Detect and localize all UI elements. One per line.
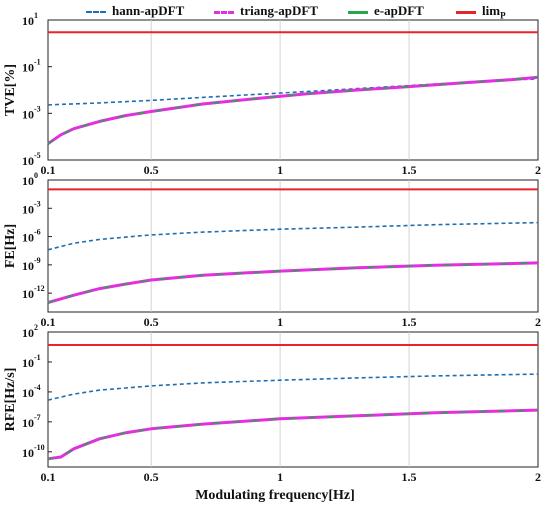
x-tick-label-0-3: 1.5 — [402, 163, 417, 177]
y-axis-label-1: FE[Hz] — [3, 224, 18, 268]
series-line-2-e-apDFT — [47, 409, 539, 460]
series-line-1-triang-apDFT — [47, 261, 539, 305]
legend-item-hann: hann-apDFT — [86, 3, 184, 19]
legend-item-lim: limP — [456, 3, 506, 21]
y-tick-exp-1-0: 0 — [34, 171, 38, 180]
y-tick-label-2-3: 10 — [22, 416, 34, 430]
legend-label-e: e-apDFT — [374, 3, 424, 18]
series-line-2-hann-apDFT — [47, 373, 539, 401]
x-tick-label-0-0: 0.1 — [41, 163, 56, 177]
legend-swatch-lim — [456, 10, 476, 14]
y-tick-label-0-3: 10 — [22, 14, 34, 28]
x-tick-label-0-2: 1 — [277, 163, 283, 177]
legend-item-e: e-apDFT — [348, 3, 424, 19]
legend-label-hann: hann-apDFT — [112, 3, 185, 18]
y-tick-exp-0-2: -1 — [34, 58, 41, 67]
legend-swatch-hann — [86, 11, 106, 14]
y-tick-exp-1-2: -6 — [34, 228, 41, 237]
y-tick-label-1-1: 10 — [22, 202, 34, 216]
series-line-0-e-apDFT — [47, 76, 539, 145]
x-tick-label-0-1: 0.5 — [144, 163, 159, 177]
y-tick-label-1-3: 10 — [22, 259, 34, 273]
y-tick-exp-1-1: -3 — [34, 199, 41, 208]
x-axis-label: Modulating frequency[Hz] — [195, 488, 355, 503]
y-axis-label-2: RFE[Hz/s] — [3, 368, 18, 432]
series-line-1-e-apDFT — [47, 262, 539, 304]
x-tick-label-1-0: 0.1 — [41, 315, 56, 329]
y-tick-label-0-1: 10 — [22, 107, 34, 121]
y-tick-exp-0-0: -5 — [34, 151, 41, 160]
y-tick-label-2-1: 10 — [22, 356, 34, 370]
y-tick-exp-0-1: -3 — [34, 104, 41, 113]
x-tick-label-1-3: 1.5 — [402, 315, 417, 329]
series-line-0-triang-apDFT — [47, 75, 539, 145]
y-tick-exp-1-3: -9 — [34, 256, 41, 265]
y-tick-exp-2-3: -7 — [34, 413, 41, 422]
y-tick-label-0-0: 10 — [22, 154, 34, 168]
plot-frame-1 — [47, 179, 539, 313]
y-tick-exp-2-0: 2 — [34, 323, 38, 332]
y-tick-exp-0-3: 1 — [34, 11, 38, 20]
y-tick-exp-2-2: -4 — [34, 383, 41, 392]
legend-label-lim: lim — [482, 3, 501, 18]
x-tick-label-1-1: 0.5 — [144, 315, 159, 329]
x-tick-label-0-4: 2 — [535, 163, 541, 177]
x-tick-label-2-4: 2 — [535, 470, 541, 484]
x-tick-label-2-0: 0.1 — [41, 470, 56, 484]
y-tick-label-0-2: 10 — [22, 61, 34, 75]
legend-label-triang: triang-apDFT — [240, 3, 318, 18]
y-tick-label-1-0: 10 — [22, 174, 34, 188]
y-tick-label-2-2: 10 — [22, 386, 34, 400]
legend-label-lim-sub: P — [500, 10, 506, 21]
legend-item-triang: triang-apDFT — [214, 3, 318, 19]
y-tick-exp-2-1: -1 — [34, 353, 41, 362]
y-tick-label-2-4: 10 — [22, 446, 34, 460]
x-tick-label-2-3: 1.5 — [402, 470, 417, 484]
x-tick-label-2-1: 0.5 — [144, 470, 159, 484]
y-tick-label-1-4: 10 — [22, 287, 34, 301]
plot-frame-0 — [47, 19, 539, 161]
y-tick-exp-2-4: -10 — [34, 443, 45, 452]
legend-swatch-e — [348, 10, 368, 14]
y-axis-label-0: TVE[%] — [3, 64, 18, 116]
series-line-1-hann-apDFT — [47, 221, 539, 251]
y-tick-exp-1-4: -12 — [34, 284, 45, 293]
x-tick-label-1-4: 2 — [535, 315, 541, 329]
y-tick-label-2-0: 10 — [22, 326, 34, 340]
plot-frame-2 — [47, 331, 539, 468]
y-tick-label-1-2: 10 — [22, 231, 34, 245]
legend: hann-apDFT triang-apDFT e-apDFT limP — [86, 2, 546, 21]
legend-swatch-triang — [214, 10, 234, 14]
x-tick-label-1-2: 1 — [277, 315, 283, 329]
x-tick-label-2-2: 1 — [277, 470, 283, 484]
